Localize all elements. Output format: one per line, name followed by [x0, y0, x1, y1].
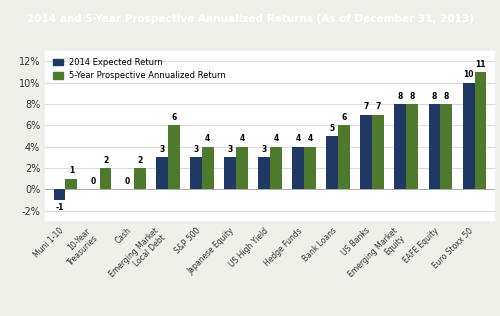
Bar — [304, 147, 316, 189]
Text: 2: 2 — [137, 156, 142, 165]
Text: 2: 2 — [103, 156, 108, 165]
Bar — [360, 115, 372, 189]
Text: 1: 1 — [69, 166, 74, 175]
Bar — [168, 125, 179, 189]
Bar — [406, 104, 418, 189]
Bar — [462, 82, 474, 189]
Bar — [338, 125, 350, 189]
Bar — [100, 168, 112, 189]
Bar — [326, 136, 338, 189]
Text: 7: 7 — [376, 102, 381, 111]
Legend: 2014 Expected Return, 5-Year Prospective Annualized Return: 2014 Expected Return, 5-Year Prospective… — [49, 55, 229, 83]
Text: -1: -1 — [56, 203, 64, 212]
Text: 8: 8 — [432, 92, 437, 101]
Text: 0: 0 — [125, 177, 130, 186]
Text: 3: 3 — [228, 145, 232, 154]
Bar — [292, 147, 304, 189]
Text: 4: 4 — [308, 134, 312, 143]
Text: 2014 and 5-Year Prospective Annualized Returns (As of December 31, 2013): 2014 and 5-Year Prospective Annualized R… — [26, 14, 473, 24]
Bar — [134, 168, 145, 189]
Bar — [66, 179, 78, 189]
Bar — [224, 157, 236, 189]
Bar — [372, 115, 384, 189]
Bar — [202, 147, 213, 189]
Text: 4: 4 — [274, 134, 278, 143]
Text: 6: 6 — [342, 113, 347, 122]
Bar — [394, 104, 406, 189]
Bar — [54, 189, 66, 200]
Bar — [156, 157, 168, 189]
Text: 8: 8 — [444, 92, 449, 101]
Bar — [270, 147, 282, 189]
Text: 4: 4 — [205, 134, 210, 143]
Text: 11: 11 — [476, 60, 486, 69]
Text: 6: 6 — [171, 113, 176, 122]
Text: 0: 0 — [91, 177, 96, 186]
Text: 3: 3 — [193, 145, 198, 154]
Bar — [428, 104, 440, 189]
Text: 3: 3 — [159, 145, 164, 154]
Text: 3: 3 — [262, 145, 266, 154]
Text: 10: 10 — [464, 70, 474, 79]
Text: 8: 8 — [410, 92, 415, 101]
Bar — [236, 147, 248, 189]
Text: 5: 5 — [330, 124, 335, 133]
Text: 4: 4 — [240, 134, 244, 143]
Text: 4: 4 — [296, 134, 301, 143]
Text: 7: 7 — [364, 102, 369, 111]
Bar — [474, 72, 486, 189]
Text: 8: 8 — [398, 92, 403, 101]
Bar — [440, 104, 452, 189]
Bar — [258, 157, 270, 189]
Bar — [190, 157, 202, 189]
